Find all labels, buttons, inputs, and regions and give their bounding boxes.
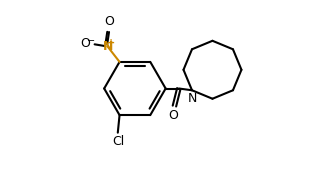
Text: N: N [103, 41, 113, 53]
Text: O: O [81, 38, 91, 50]
Text: +: + [107, 38, 115, 48]
Text: −: − [87, 36, 95, 46]
Text: N: N [188, 92, 197, 105]
Text: O: O [168, 109, 178, 122]
Text: O: O [104, 15, 114, 28]
Text: Cl: Cl [112, 135, 124, 148]
